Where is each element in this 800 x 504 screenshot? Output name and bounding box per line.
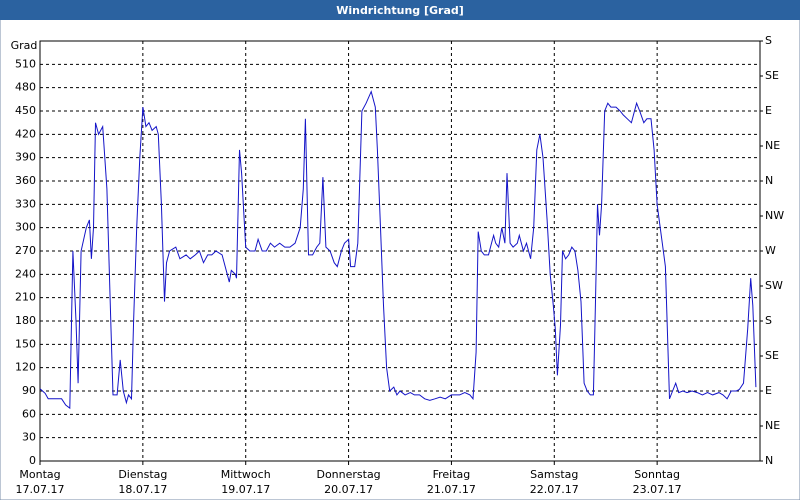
x-tick-label: Dienstag bbox=[118, 468, 167, 481]
y-tick-label: 30 bbox=[22, 431, 36, 444]
x-tick-date: 23.07.17 bbox=[633, 483, 682, 496]
x-tick-date: 20.07.17 bbox=[324, 483, 373, 496]
x-tick-date: 17.07.17 bbox=[16, 483, 65, 496]
y-tick-label: 90 bbox=[22, 384, 36, 397]
chart-title: Windrichtung [Grad] bbox=[336, 4, 464, 17]
x-tick-date: 22.07.17 bbox=[530, 483, 579, 496]
data-line bbox=[39, 90, 757, 410]
y2-tick-label: E bbox=[765, 104, 772, 117]
title-bar bbox=[0, 0, 800, 20]
x-tick-date: 19.07.17 bbox=[221, 483, 270, 496]
y2-tick-label: S bbox=[765, 314, 772, 327]
y-tick-label: 240 bbox=[15, 267, 36, 280]
y-tick-label: 510 bbox=[15, 57, 36, 70]
x-tick-date: 18.07.17 bbox=[118, 483, 167, 496]
y2-tick-label: NE bbox=[765, 139, 780, 152]
y-tick-label: 270 bbox=[15, 244, 36, 257]
y2-tick-label: S bbox=[765, 34, 772, 47]
y2-tick-label: N bbox=[765, 454, 773, 467]
y2-tick-label: SE bbox=[765, 69, 779, 82]
y2-tick-label: E bbox=[765, 384, 772, 397]
y-tick-label: 420 bbox=[15, 127, 36, 140]
y-axis-label: Grad bbox=[11, 39, 38, 52]
y-tick-label: 60 bbox=[22, 407, 36, 420]
y-tick-label: 300 bbox=[15, 221, 36, 234]
x-tick-label: Montag bbox=[19, 468, 60, 481]
y-tick-label: 210 bbox=[15, 291, 36, 304]
y2-tick-label: NW bbox=[765, 209, 784, 222]
y-tick-label: 480 bbox=[15, 81, 36, 94]
y-tick-label: 180 bbox=[15, 314, 36, 327]
y-tick-label: 0 bbox=[29, 454, 36, 467]
y-tick-label: 120 bbox=[15, 361, 36, 374]
y-tick-label: 150 bbox=[15, 337, 36, 350]
y2-tick-label: N bbox=[765, 174, 773, 187]
y2-tick-label: NE bbox=[765, 419, 780, 432]
x-tick-label: Samstag bbox=[530, 468, 578, 481]
x-tick-label: Donnerstag bbox=[316, 468, 380, 481]
y2-tick-label: SW bbox=[765, 279, 783, 292]
y-tick-label: 390 bbox=[15, 151, 36, 164]
y-tick-label: 360 bbox=[15, 174, 36, 187]
x-tick-date: 21.07.17 bbox=[427, 483, 476, 496]
y2-tick-label: SE bbox=[765, 349, 779, 362]
y2-tick-label: W bbox=[765, 244, 776, 257]
x-tick-label: Freitag bbox=[433, 468, 471, 481]
x-tick-label: Sonntag bbox=[634, 468, 680, 481]
x-tick-label: Mittwoch bbox=[221, 468, 271, 481]
y-tick-label: 330 bbox=[15, 197, 36, 210]
y-tick-label: 450 bbox=[15, 104, 36, 117]
